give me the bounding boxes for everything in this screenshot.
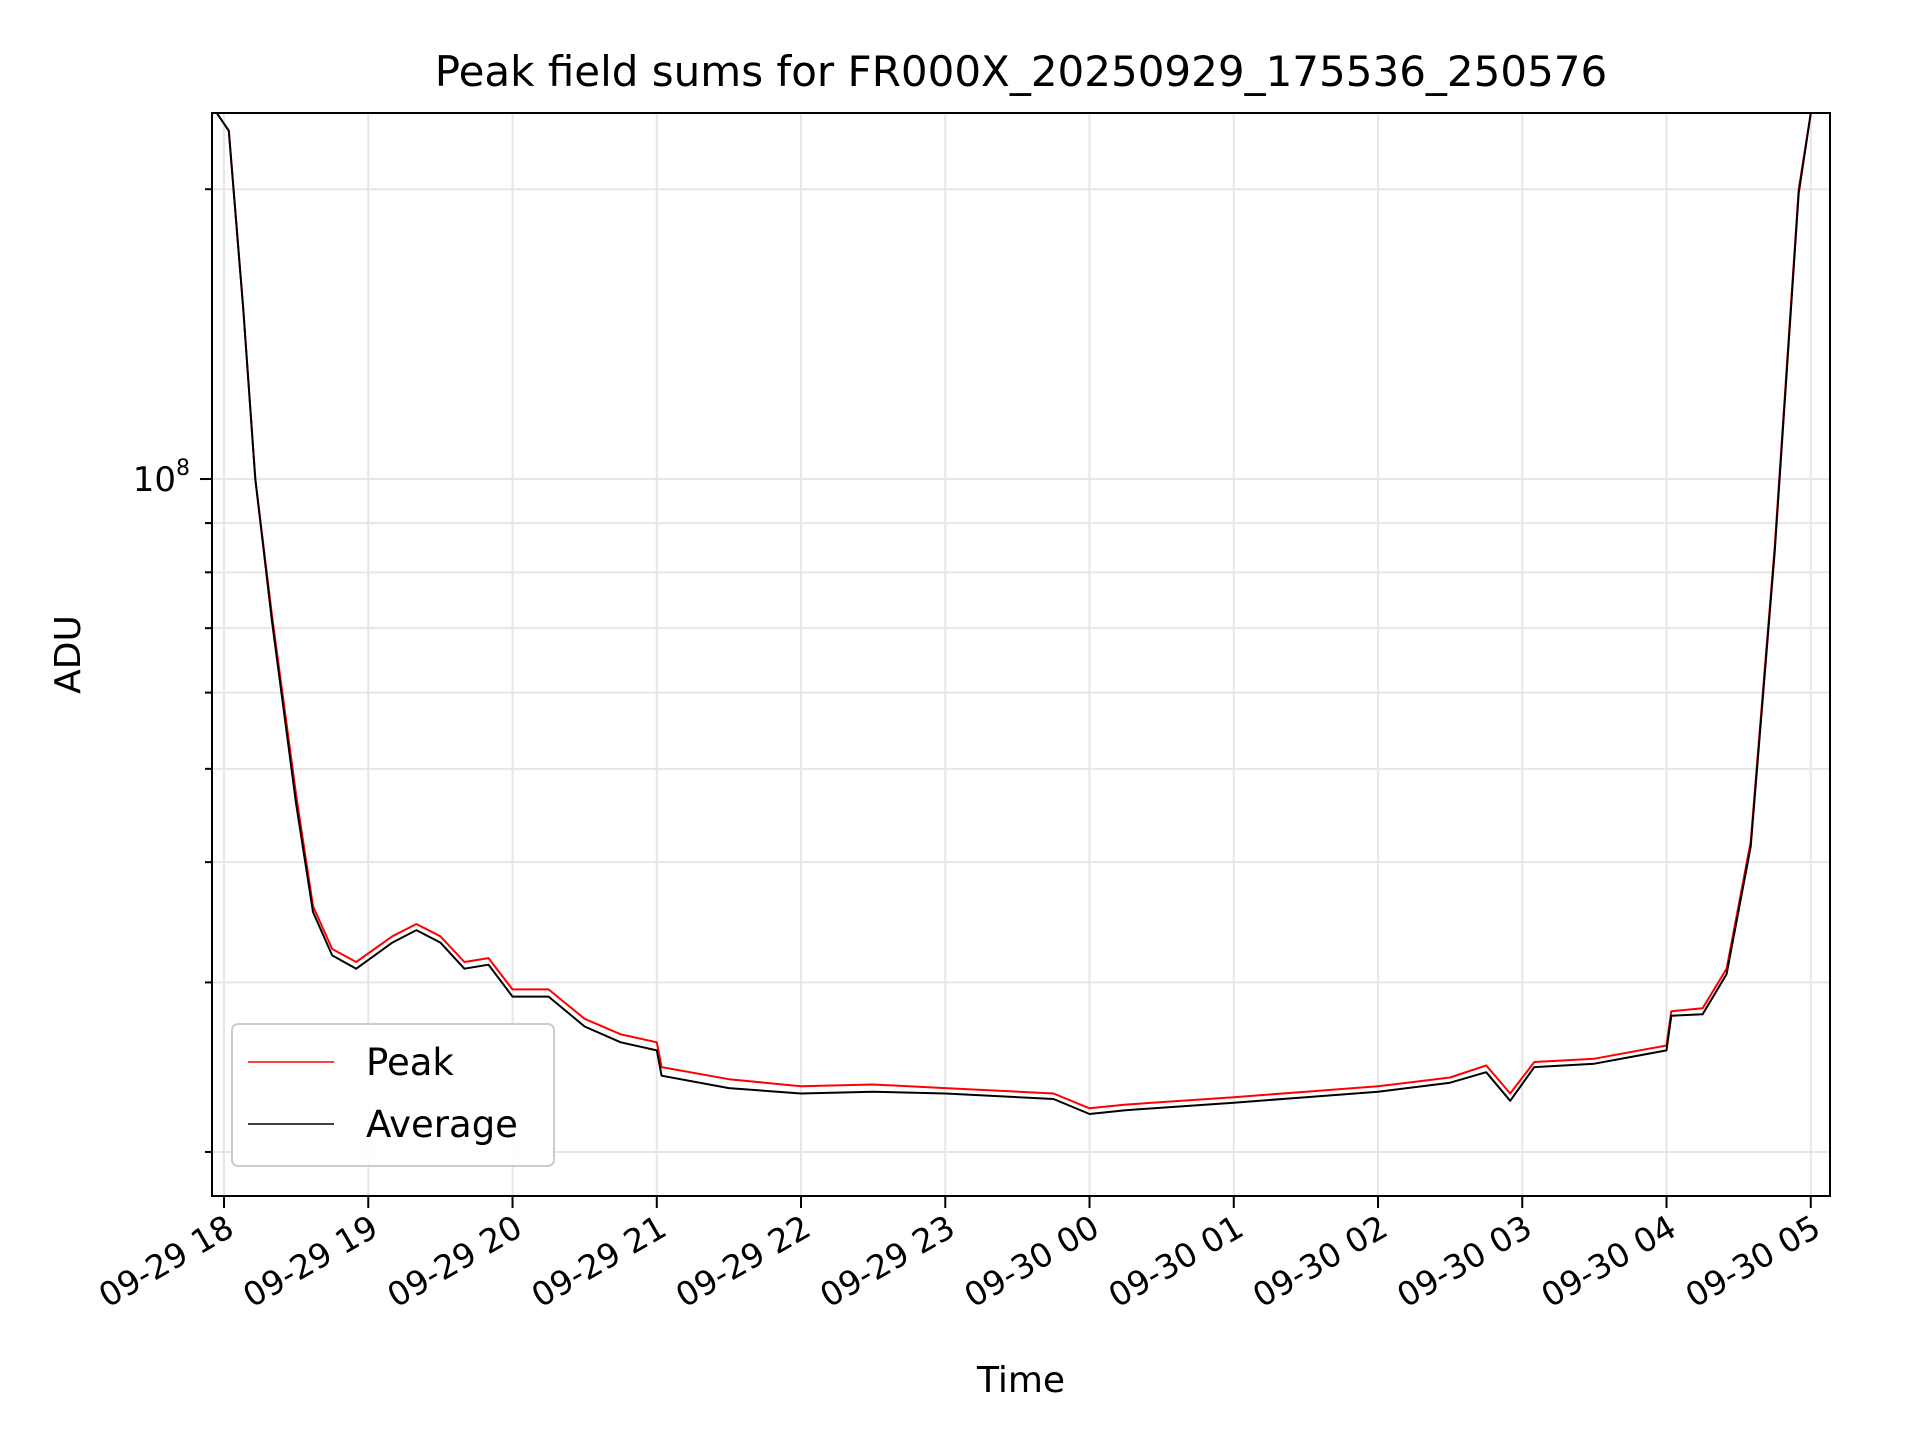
y-tick-label: 108 — [133, 456, 190, 500]
series-line-average — [215, 112, 1812, 1115]
grid-lines — [212, 113, 1830, 1196]
legend-label-average: Average — [366, 1103, 518, 1146]
legend: Peak Average — [231, 1023, 555, 1167]
y-axis-label: ADU — [48, 615, 89, 694]
x-axis-label: Time — [976, 1360, 1065, 1401]
plot-frame — [211, 112, 1831, 1197]
y-axis-ticks: 108 — [133, 188, 212, 1153]
series-lines — [215, 112, 1812, 1115]
chart-title: Peak field sums for FR000X_20250929_1755… — [435, 47, 1608, 96]
legend-label-peak: Peak — [366, 1041, 454, 1084]
legend-box — [231, 1023, 555, 1167]
